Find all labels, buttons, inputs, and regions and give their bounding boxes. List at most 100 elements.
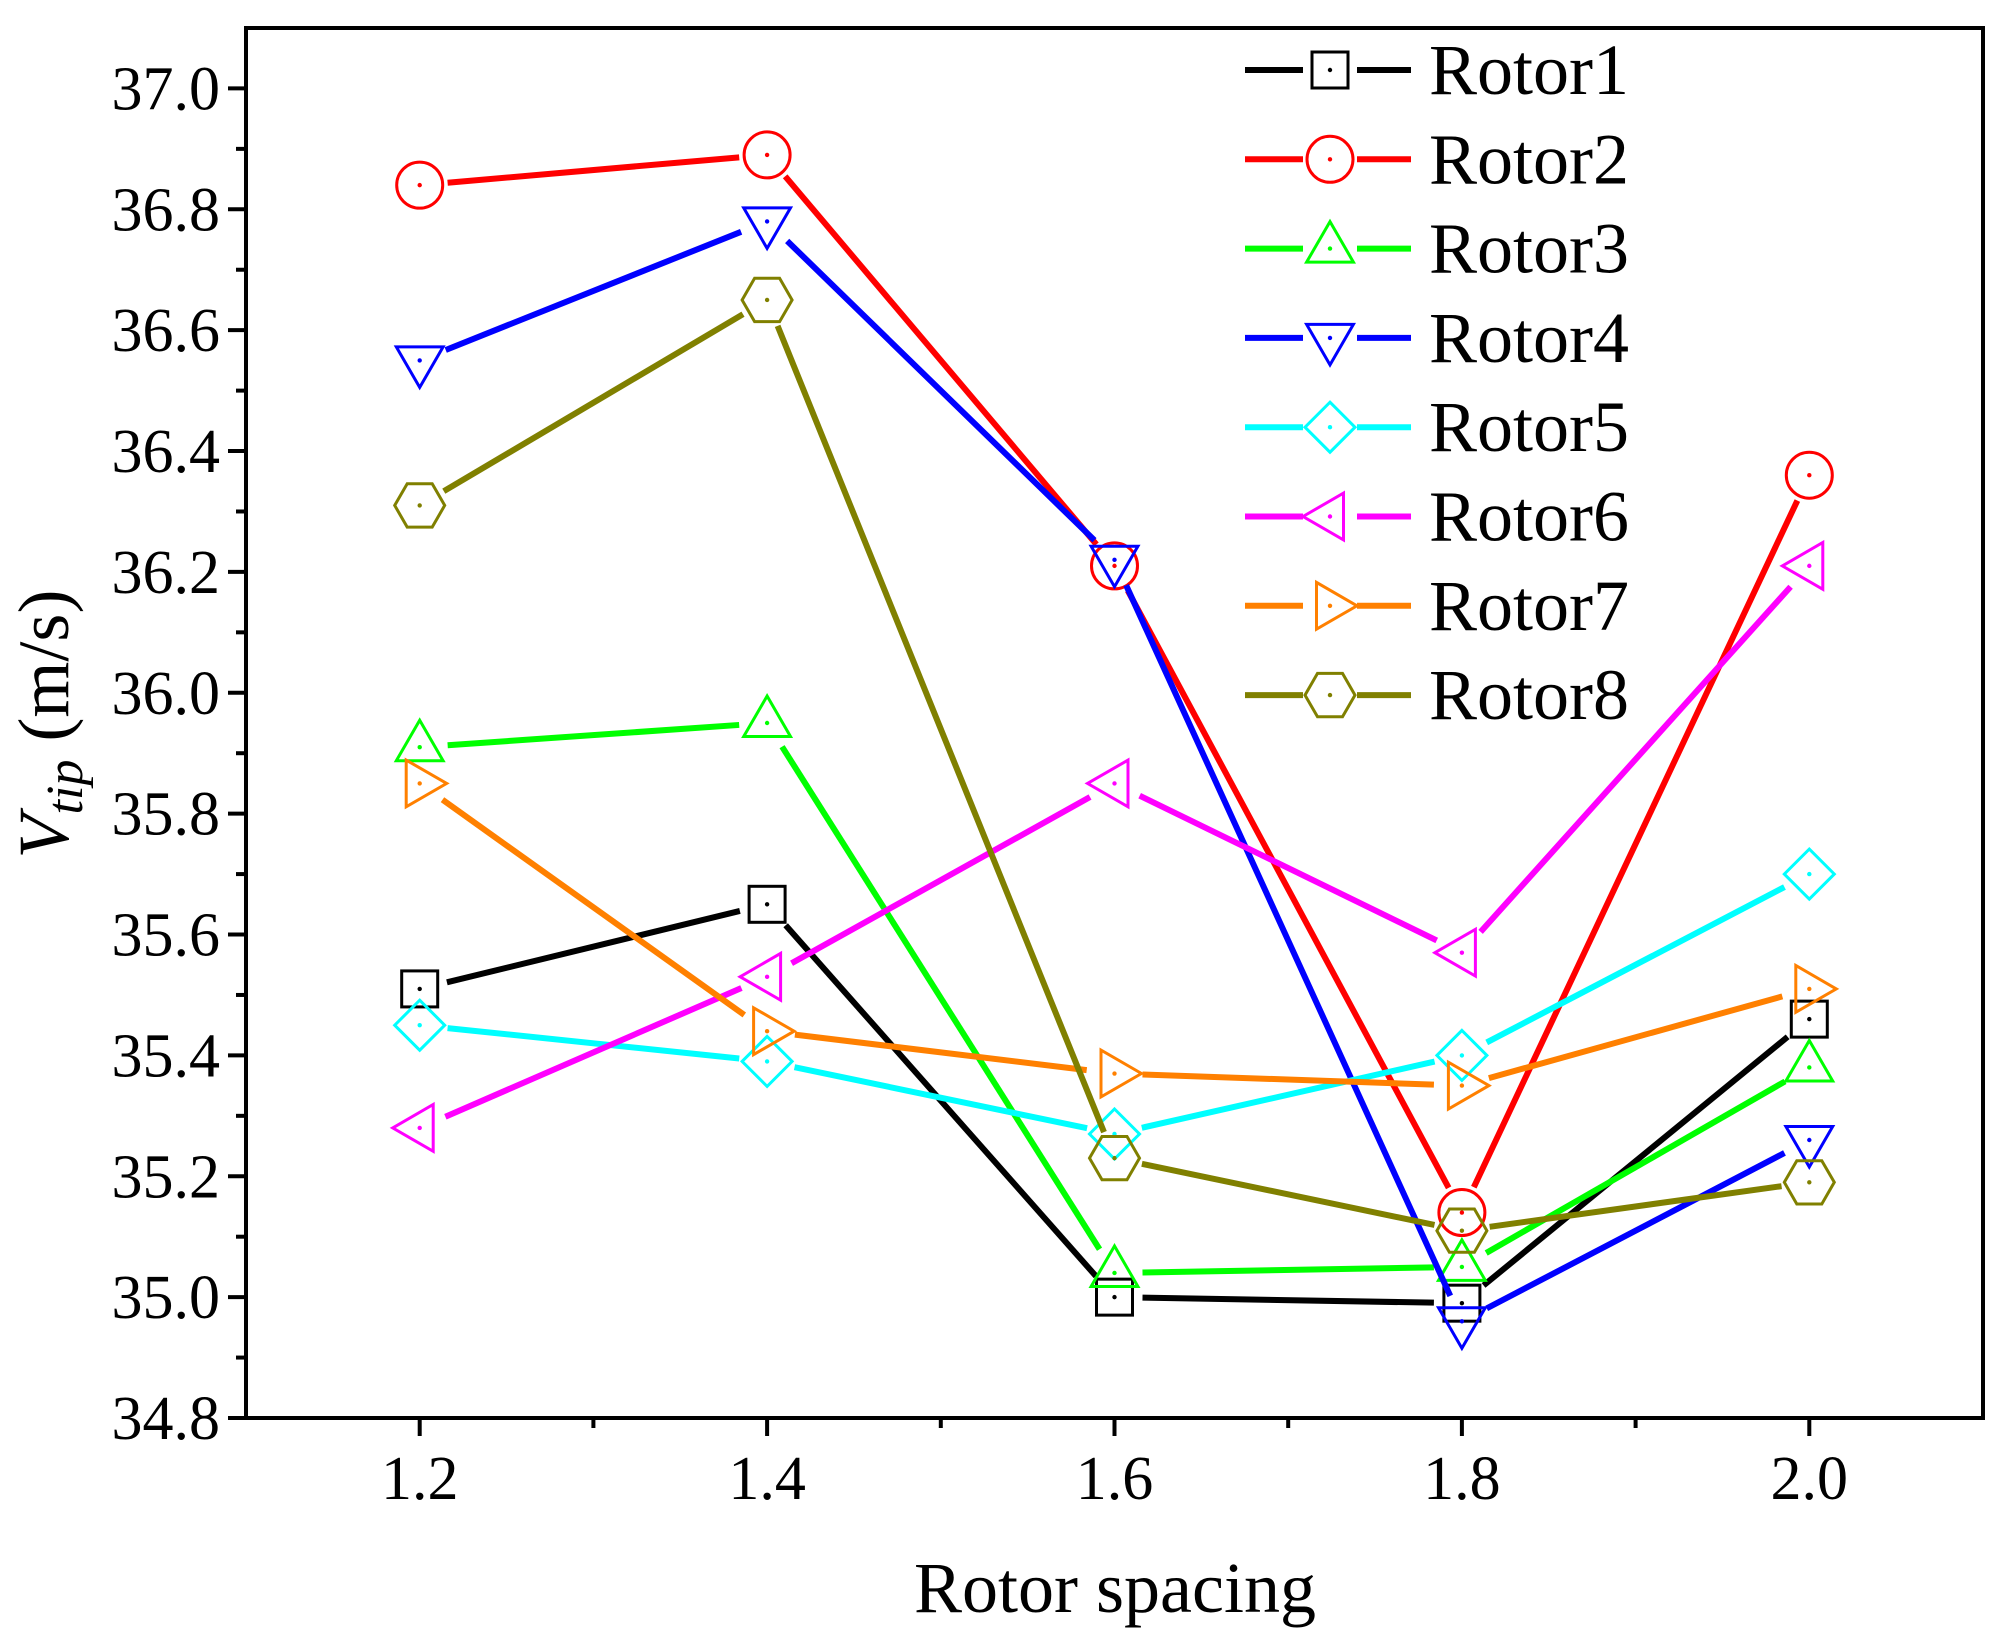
x-tick-label: 1.6 [1076, 1445, 1154, 1513]
circle-marker [395, 160, 445, 210]
series-line-segment [1138, 792, 1439, 944]
axis-ticks [228, 86, 1812, 1436]
legend-label: Rotor3 [1429, 209, 1629, 289]
series-line-segment [785, 238, 1097, 543]
y-tick-label: 35.4 [112, 1022, 221, 1090]
triangle-left-marker [1084, 757, 1130, 810]
y-axis-label-symbol: V [4, 807, 84, 858]
marker-center-dot [1807, 473, 1812, 478]
marker-center-dot [417, 744, 422, 750]
marker-center-dot [417, 1022, 422, 1028]
x-tick-label: 2.0 [1771, 1445, 1849, 1513]
legend-entry: Rotor7 [1245, 566, 1629, 646]
square-marker [747, 884, 787, 924]
marker-center-dot [417, 1125, 422, 1131]
marker-center-dot [417, 182, 422, 188]
triangle-right-marker [1794, 962, 1840, 1015]
marker-center-dot [1807, 1065, 1812, 1070]
triangle-right-marker [1446, 1059, 1492, 1112]
data-point [1789, 999, 1829, 1039]
data-point [1084, 757, 1130, 810]
series-line-segment [447, 154, 740, 186]
diamond-marker [392, 998, 447, 1053]
series-line-segment [1478, 584, 1793, 934]
diamond-marker [1782, 846, 1837, 902]
x-tick-label: 1.4 [728, 1445, 806, 1513]
marker-center-dot [1327, 67, 1333, 73]
y-tick-label: 36.2 [112, 539, 221, 607]
data-point [1784, 450, 1834, 500]
y-tick-label: 36.6 [112, 297, 221, 365]
data-point [1099, 1047, 1145, 1100]
data-point [392, 998, 447, 1053]
marker-center-dot [1327, 246, 1333, 251]
legend-entry: Rotor5 [1245, 387, 1629, 467]
marker-center-dot [417, 986, 422, 992]
data-point [1095, 1277, 1134, 1317]
marker-center-dot [1459, 1319, 1465, 1324]
data-point [395, 160, 445, 210]
marker-center-dot [1112, 1294, 1117, 1300]
series-line-segment [446, 908, 741, 986]
series-rotor3 [393, 693, 1836, 1288]
data-point [747, 884, 787, 924]
series-line-segment [447, 721, 740, 749]
triangle-right-marker [752, 1005, 798, 1058]
series-layer [389, 130, 1840, 1352]
triangle-up-marker [1783, 1037, 1836, 1083]
series-line-segment [1489, 1183, 1782, 1230]
triangle-left-marker [737, 950, 783, 1003]
data-point [1435, 1306, 1488, 1352]
series-line-segment [440, 797, 747, 1018]
marker-center-dot [417, 358, 422, 363]
marker-center-dot [1112, 1270, 1117, 1276]
triangle-left-marker [389, 1101, 435, 1154]
data-point [740, 276, 794, 324]
y-tick-label: 34.8 [112, 1385, 221, 1453]
legend-entry: Rotor3 [1245, 209, 1629, 289]
series-line-segment [1488, 993, 1784, 1081]
data-point [404, 757, 450, 810]
data-point [1435, 1207, 1489, 1254]
triangle-up-marker [741, 693, 794, 738]
legend-entry: Rotor4 [1245, 298, 1629, 378]
series-line-segment [1141, 1058, 1436, 1131]
square-marker [1095, 1277, 1134, 1317]
legend-label: Rotor1 [1429, 30, 1629, 110]
marker-center-dot [1459, 1210, 1465, 1215]
series-line-segment [1484, 1078, 1787, 1256]
square-marker [1310, 50, 1350, 90]
marker-center-dot [1112, 781, 1117, 786]
series-line-segment [779, 745, 1103, 1251]
legend-marker [1310, 50, 1350, 90]
diamond-marker [739, 1034, 795, 1089]
marker-center-dot [417, 503, 422, 508]
marker-center-dot [764, 219, 770, 224]
series-rotor8 [392, 276, 1837, 1254]
data-point [389, 1101, 435, 1154]
marker-center-dot [1807, 1016, 1812, 1022]
series-line-segment [442, 311, 745, 494]
diamond-marker [1302, 400, 1358, 455]
legend-label: Rotor4 [1429, 298, 1629, 378]
y-axis-label-subscript: tip [37, 760, 94, 815]
data-point [1783, 1037, 1836, 1083]
data-point [1087, 1135, 1142, 1182]
triangle-down-marker [741, 206, 794, 252]
legend-marker [1304, 322, 1356, 368]
data-point [741, 693, 794, 738]
data-point [1431, 926, 1477, 979]
circle-marker [1784, 450, 1834, 500]
x-axis-label: Rotor spacing [914, 1548, 1316, 1628]
marker-center-dot [417, 781, 422, 786]
marker-center-dot [1459, 950, 1465, 955]
legend-marker [1303, 671, 1357, 719]
triangle-down-marker [1783, 1125, 1836, 1170]
series-line-segment [1485, 884, 1786, 1046]
y-tick-label: 35.2 [112, 1143, 221, 1211]
legend-label: Rotor6 [1429, 477, 1629, 557]
y-tick-label: 36.4 [112, 418, 221, 486]
series-line-segment [444, 229, 743, 353]
data-point [1437, 1188, 1487, 1238]
